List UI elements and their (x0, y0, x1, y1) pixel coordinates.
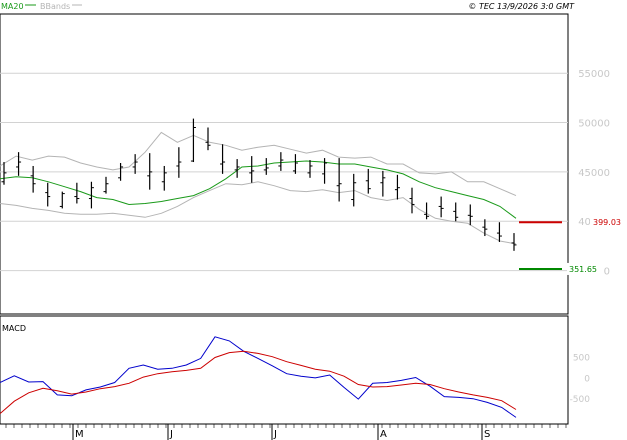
price-gridlines (0, 72, 568, 272)
price-bar (307, 160, 313, 178)
price-bar (467, 204, 473, 226)
price-bar (30, 165, 36, 193)
price-bar (176, 147, 182, 178)
price-bar (351, 173, 357, 207)
macd-lines (0, 336, 517, 418)
x-tick-label: M (75, 429, 84, 440)
price-bar (103, 176, 109, 194)
bband-lower-line (0, 181, 517, 245)
legend-bbands-label: BBands (40, 2, 70, 11)
price-bar (118, 163, 124, 181)
price-tick-label: 45000 (578, 168, 610, 179)
price-y-axis: 5500050000450004000035000 (578, 69, 610, 277)
price-bar (147, 153, 153, 190)
bband-upper-line (0, 131, 517, 197)
legend-ma20-label: MA20 (1, 2, 24, 11)
macd-tick-label: -500 (570, 395, 591, 405)
price-bar (190, 118, 196, 163)
ma20-path (0, 160, 517, 219)
price-bar (74, 182, 80, 204)
price-bar (88, 181, 94, 209)
price-bar (438, 196, 444, 218)
copyright: © TEC 13/9/2026 3:0 GMT (468, 2, 575, 11)
x-tick-label: S (484, 429, 490, 440)
macd-plot-frame (0, 315, 569, 425)
price-bar (380, 170, 386, 197)
x-tick-label: J (169, 429, 173, 440)
price-bar (59, 191, 65, 209)
support-label-bg (567, 262, 603, 275)
x-tick-label: J (273, 429, 277, 440)
price-bar (1, 162, 7, 185)
price-bar (409, 187, 415, 214)
macd-title: MACD (2, 324, 26, 333)
bollinger-bands (0, 131, 517, 245)
price-bars (1, 118, 517, 251)
price-bar (263, 158, 269, 175)
macd-panel: MACD 500 0 -500 (0, 315, 591, 425)
price-bar (322, 158, 328, 184)
price-bar (482, 219, 488, 237)
macd-y-axis: 500 0 -500 (570, 354, 591, 406)
price-bar (511, 233, 517, 251)
price-bar (365, 168, 371, 194)
price-bar (496, 222, 502, 242)
price-plot-frame (0, 13, 569, 315)
price-tick-label: 50000 (578, 119, 610, 130)
price-bar (336, 158, 342, 202)
price-bar (292, 154, 298, 174)
x-tick-label: A (380, 429, 387, 440)
resistance-label: 399.03 (593, 218, 621, 227)
macd-series-signal (0, 350, 517, 414)
price-bar (45, 182, 51, 207)
price-bar (424, 202, 430, 220)
macd-tick-label: 0 (584, 374, 590, 384)
price-bar (394, 174, 400, 200)
price-tick-label: 55000 (578, 69, 610, 80)
resistance-label-bg (590, 216, 626, 229)
price-bar (205, 127, 211, 151)
macd-tick-label: 500 (573, 354, 590, 364)
price-bar (161, 165, 167, 191)
price-bar (132, 154, 138, 174)
ma20-line (0, 160, 517, 219)
support-label: 351.65 (569, 265, 597, 274)
price-bar (16, 152, 22, 176)
price-bar (278, 152, 284, 171)
price-bar (249, 156, 255, 183)
price-bar (220, 144, 226, 174)
macd-series-macd (0, 336, 517, 418)
level-lines: 399.03 351.65 (519, 216, 626, 275)
price-bar (234, 159, 240, 178)
price-bar (453, 202, 459, 222)
